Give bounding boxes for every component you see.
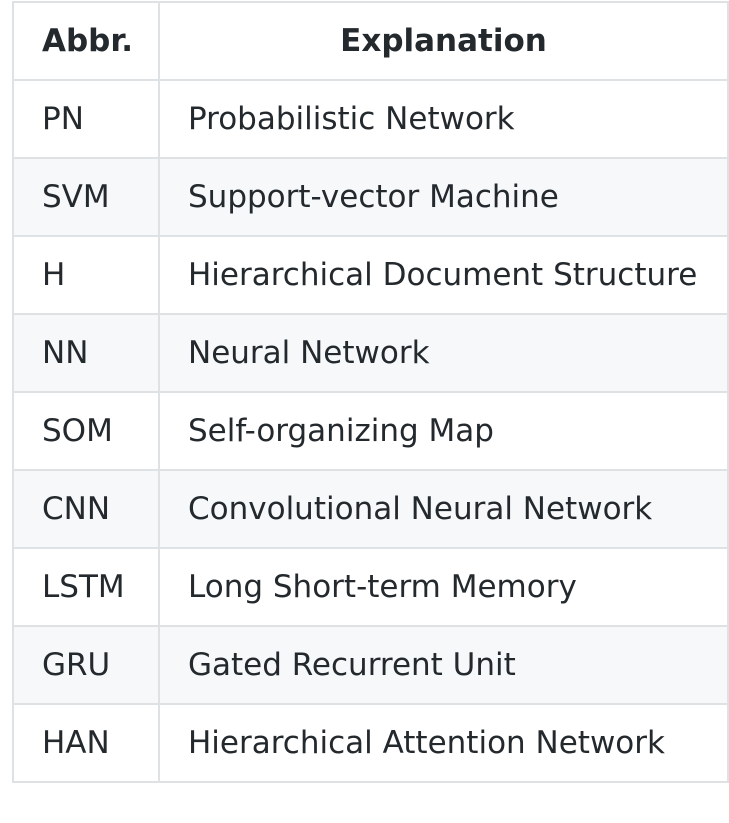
cell-abbr: GRU xyxy=(12,625,160,705)
table-row: SVM Support-vector Machine xyxy=(12,157,729,237)
table-body: PN Probabilistic Network SVM Support-vec… xyxy=(12,79,729,783)
table-row: SOM Self-organizing Map xyxy=(12,391,729,471)
header-explanation: Explanation xyxy=(158,1,729,81)
cell-explanation: Self-organizing Map xyxy=(158,391,729,471)
table-row: HAN Hierarchical Attention Network xyxy=(12,703,729,783)
cell-explanation: Convolutional Neural Network xyxy=(158,469,729,549)
cell-abbr: NN xyxy=(12,313,160,393)
table-row: CNN Convolutional Neural Network xyxy=(12,469,729,549)
cell-abbr: H xyxy=(12,235,160,315)
abbreviation-table-container: Abbr. Explanation PN Probabilistic Netwo… xyxy=(12,1,729,783)
abbreviation-table: Abbr. Explanation PN Probabilistic Netwo… xyxy=(12,1,729,783)
table-row: GRU Gated Recurrent Unit xyxy=(12,625,729,705)
header-row: Abbr. Explanation xyxy=(12,1,729,81)
table-row: PN Probabilistic Network xyxy=(12,79,729,159)
cell-explanation: Hierarchical Attention Network xyxy=(158,703,729,783)
cell-explanation: Support-vector Machine xyxy=(158,157,729,237)
cell-abbr: CNN xyxy=(12,469,160,549)
cell-abbr: HAN xyxy=(12,703,160,783)
cell-explanation: Hierarchical Document Structure xyxy=(158,235,729,315)
cell-abbr: SOM xyxy=(12,391,160,471)
cell-explanation: Probabilistic Network xyxy=(158,79,729,159)
table-row: NN Neural Network xyxy=(12,313,729,393)
table-row: LSTM Long Short-term Memory xyxy=(12,547,729,627)
header-abbr: Abbr. xyxy=(12,1,160,81)
cell-explanation: Neural Network xyxy=(158,313,729,393)
cell-abbr: PN xyxy=(12,79,160,159)
table-header: Abbr. Explanation xyxy=(12,1,729,81)
cell-abbr: LSTM xyxy=(12,547,160,627)
cell-explanation: Gated Recurrent Unit xyxy=(158,625,729,705)
cell-explanation: Long Short-term Memory xyxy=(158,547,729,627)
table-row: H Hierarchical Document Structure xyxy=(12,235,729,315)
cell-abbr: SVM xyxy=(12,157,160,237)
